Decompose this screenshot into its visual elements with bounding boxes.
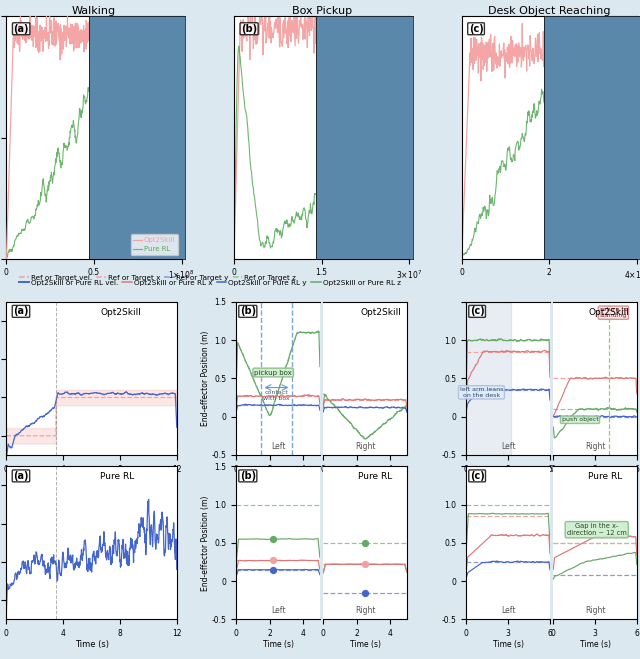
Text: pickup box: pickup box	[254, 370, 292, 376]
Point	[360, 538, 370, 548]
Text: (b): (b)	[240, 471, 256, 481]
Text: Pure RL: Pure RL	[358, 473, 392, 482]
Text: (a): (a)	[13, 306, 29, 316]
Bar	[467, 302, 511, 455]
Point	[268, 534, 278, 544]
Text: Opt2Skill: Opt2Skill	[588, 308, 629, 317]
Text: push object: push object	[562, 417, 598, 422]
Y-axis label: End-effector Position (m): End-effector Position (m)	[202, 495, 211, 590]
Y-axis label: End-effector Position (m): End-effector Position (m)	[202, 331, 211, 426]
Text: (c): (c)	[470, 471, 484, 481]
X-axis label: Time (s): Time (s)	[262, 475, 294, 484]
Point	[268, 556, 278, 566]
Text: Right: Right	[355, 606, 375, 616]
Title: Box Pickup: Box Pickup	[292, 6, 351, 16]
Text: Left: Left	[501, 606, 515, 616]
Point	[360, 559, 370, 569]
Text: return to
standing: return to standing	[600, 307, 627, 318]
Text: left arm leans
on the desk: left arm leans on the desk	[460, 387, 503, 398]
X-axis label: Time (s): Time (s)	[75, 640, 109, 648]
X-axis label: Time (s): Time (s)	[349, 475, 381, 484]
Text: (a): (a)	[13, 24, 29, 34]
Point	[268, 564, 278, 575]
X-axis label: Time (s): Time (s)	[349, 640, 381, 648]
Text: (b): (b)	[241, 24, 257, 34]
Legend: Opt2Skill, Pure RL: Opt2Skill, Pure RL	[131, 234, 178, 255]
X-axis label: Time (s): Time (s)	[580, 475, 611, 484]
X-axis label: Time (s): Time (s)	[75, 475, 109, 484]
Text: Opt2Skill: Opt2Skill	[100, 308, 141, 317]
Text: (b): (b)	[240, 306, 256, 316]
Text: Right: Right	[585, 606, 605, 616]
X-axis label: Time (s): Time (s)	[493, 640, 524, 648]
Text: (c): (c)	[470, 306, 484, 316]
Title: Desk Object Reaching: Desk Object Reaching	[488, 6, 611, 16]
Text: Pure RL: Pure RL	[100, 473, 134, 482]
Text: Pure RL: Pure RL	[588, 473, 623, 482]
Text: Gap in the x-
direction ~ 12 cm: Gap in the x- direction ~ 12 cm	[567, 523, 627, 536]
Text: Right: Right	[585, 442, 605, 451]
X-axis label: Time (s): Time (s)	[493, 475, 524, 484]
Text: contact
with box: contact with box	[263, 390, 290, 401]
Text: (c): (c)	[468, 24, 483, 34]
X-axis label: Time (s): Time (s)	[262, 640, 294, 648]
Text: Left: Left	[271, 606, 285, 616]
Text: Opt2Skill: Opt2Skill	[361, 308, 402, 317]
Text: Left: Left	[501, 442, 515, 451]
X-axis label: Time (s): Time (s)	[580, 640, 611, 648]
Title: Walking: Walking	[72, 6, 116, 16]
Point	[360, 587, 370, 598]
Text: (a): (a)	[13, 471, 29, 481]
Text: Right: Right	[355, 442, 375, 451]
Text: Left: Left	[271, 442, 285, 451]
Legend: Opt2Skill or Pure RL vel., Opt2Skill or Pure RL x, Opt2Skill or Pure RL y, Opt2S: Opt2Skill or Pure RL vel., Opt2Skill or …	[16, 277, 404, 289]
